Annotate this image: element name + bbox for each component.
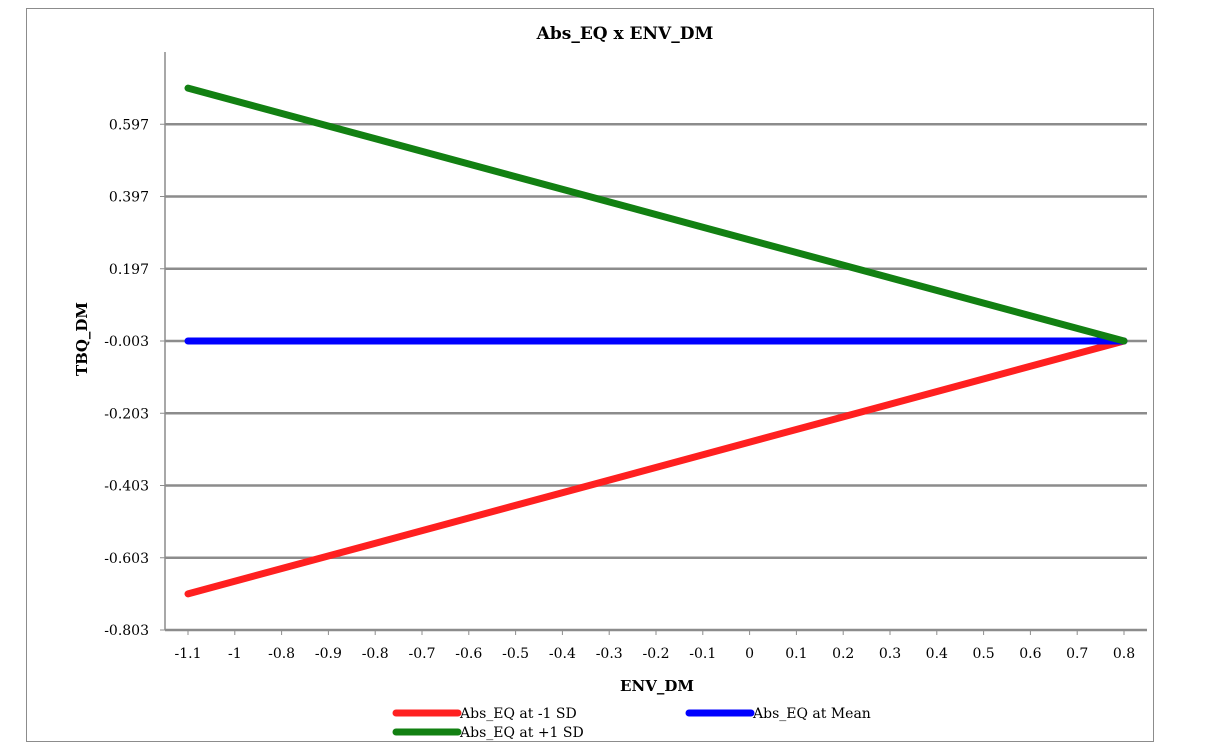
series-line-2 [184,84,1128,345]
y-tick-label: -0.603 [104,551,149,567]
y-tick-labels: 0.597 0.397 0.197 -0.003 -0.203 -0.403 -0.603 -… [104,117,149,639]
y-tick-label: 0.197 [109,262,149,278]
x-tick-labels: -1.1 -1 -0.8 -0.9 -0.8 -0.7 -0.6 -0.5 -0.4 -0.3 -0… [175,646,1136,662]
legend-label-1: Abs_EQ at Mean [752,706,871,722]
x-tick-label: -0.4 [549,646,576,662]
x-tick-label: 0.5 [972,646,994,662]
x-tick-label: 0.4 [926,646,948,662]
x-tick-label: 0.1 [785,646,807,662]
chart-title: Abs_EQ x ENV_DM [536,24,714,44]
series-lines [184,84,1128,598]
chart-svg: Abs_EQ x ENV_DM 0.597 0.397 0.197 -0.003 -0.… [73,24,1147,741]
x-tick-label: -0.6 [455,646,482,662]
x-tick-label: 0 [745,646,754,662]
x-tick-label: -1.1 [175,646,202,662]
x-tick-label: -0.3 [596,646,623,662]
x-tick-label: -0.1 [689,646,716,662]
series-line-0 [184,337,1128,598]
x-tick-label: 0.8 [1113,646,1135,662]
axes [160,52,1125,635]
x-tick-label: -0.9 [315,646,342,662]
x-tick-label: 0.7 [1066,646,1088,662]
x-tick-label: -0.5 [502,646,529,662]
y-axis-title: TBQ_DM [73,302,91,376]
x-tick-label: -0.8 [268,646,295,662]
y-tick-label: -0.403 [104,479,149,495]
x-tick-label: 0.3 [879,646,901,662]
x-tick-label: -0.8 [362,646,389,662]
chart-frame: Abs_EQ x ENV_DM 0.597 0.397 0.197 -0.003 -0.… [26,8,1154,742]
y-tick-label: 0.397 [109,190,149,206]
x-tick-label: 0.2 [832,646,854,662]
legend-label-2: Abs_EQ at +1 SD [459,725,584,741]
y-tick-label: -0.003 [104,334,149,350]
x-tick-label: -0.7 [409,646,436,662]
x-tick-label: -0.2 [643,646,670,662]
x-tick-label: -1 [228,646,242,662]
x-axis-title: ENV_DM [620,677,694,695]
legend: Abs_EQ at -1 SD Abs_EQ at Mean Abs_EQ at +… [392,706,871,741]
y-tick-label: -0.803 [104,623,149,639]
legend-label-0: Abs_EQ at -1 SD [459,706,577,722]
x-tick-label: 0.6 [1019,646,1041,662]
y-tick-label: -0.203 [104,406,149,422]
y-tick-label: 0.597 [109,117,149,133]
